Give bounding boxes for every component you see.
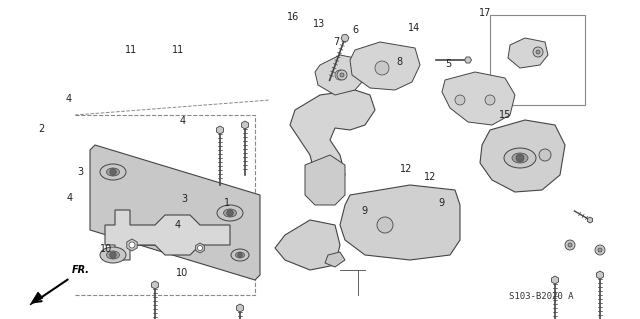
Text: 1: 1 [224,197,230,208]
Text: FR.: FR. [72,265,90,275]
Circle shape [568,243,572,247]
Circle shape [598,248,602,252]
Ellipse shape [236,252,244,258]
Ellipse shape [106,168,120,176]
Circle shape [377,217,393,233]
Text: 6: 6 [352,25,358,35]
Text: 2: 2 [38,124,45,134]
Text: 4: 4 [175,220,181,230]
Ellipse shape [223,209,237,217]
Text: 3: 3 [77,167,83,177]
Text: 9: 9 [438,198,445,208]
Text: 4: 4 [66,193,72,203]
Bar [490,15,585,105]
Text: 13: 13 [313,19,325,29]
Circle shape [533,47,543,57]
Circle shape [455,95,465,105]
Text: 3: 3 [181,194,188,204]
Polygon shape [216,126,223,134]
Circle shape [337,70,347,80]
Polygon shape [465,57,472,63]
Polygon shape [341,34,349,42]
Polygon shape [90,145,260,280]
Text: 7: 7 [333,37,339,48]
Polygon shape [340,185,460,260]
Polygon shape [152,281,159,289]
Text: 11: 11 [125,45,138,56]
Polygon shape [30,292,43,305]
Circle shape [129,242,135,248]
Polygon shape [237,304,243,312]
Ellipse shape [100,164,126,180]
Text: 4: 4 [65,94,72,104]
Polygon shape [552,276,559,284]
Polygon shape [588,217,593,223]
Polygon shape [196,243,204,253]
Circle shape [516,154,524,162]
Polygon shape [290,90,375,185]
Circle shape [335,70,345,80]
Text: 12: 12 [424,172,436,182]
Text: 12: 12 [400,164,412,174]
Polygon shape [241,121,248,129]
Polygon shape [508,38,548,68]
Circle shape [340,73,344,77]
Circle shape [595,245,605,255]
Text: 8: 8 [397,57,403,67]
Circle shape [237,253,243,257]
Circle shape [109,169,116,175]
Circle shape [227,210,233,216]
Ellipse shape [231,249,249,261]
Text: 5: 5 [445,59,451,69]
Text: S103-B2020 A: S103-B2020 A [509,292,573,301]
Text: 4: 4 [179,116,186,126]
Polygon shape [127,239,137,251]
Text: 10: 10 [99,244,112,254]
Ellipse shape [504,148,536,168]
Text: 17: 17 [479,8,492,18]
Ellipse shape [106,251,120,259]
Text: 15: 15 [499,110,511,120]
Circle shape [198,246,202,250]
Ellipse shape [100,247,126,263]
Polygon shape [105,210,230,260]
Circle shape [375,61,389,75]
Polygon shape [350,42,420,90]
Text: 11: 11 [172,45,184,56]
Polygon shape [315,55,368,95]
Circle shape [485,95,495,105]
Polygon shape [325,252,345,267]
Ellipse shape [512,153,528,163]
Polygon shape [305,155,345,205]
Circle shape [536,50,540,54]
Text: 16: 16 [287,12,300,22]
Polygon shape [275,220,340,270]
Text: 9: 9 [362,205,368,216]
Polygon shape [480,120,565,192]
Text: 14: 14 [408,23,420,33]
Text: 10: 10 [176,268,188,278]
Ellipse shape [217,205,243,221]
Polygon shape [596,271,604,279]
Circle shape [565,240,575,250]
Circle shape [539,149,551,161]
Circle shape [109,252,116,258]
Polygon shape [442,72,515,125]
